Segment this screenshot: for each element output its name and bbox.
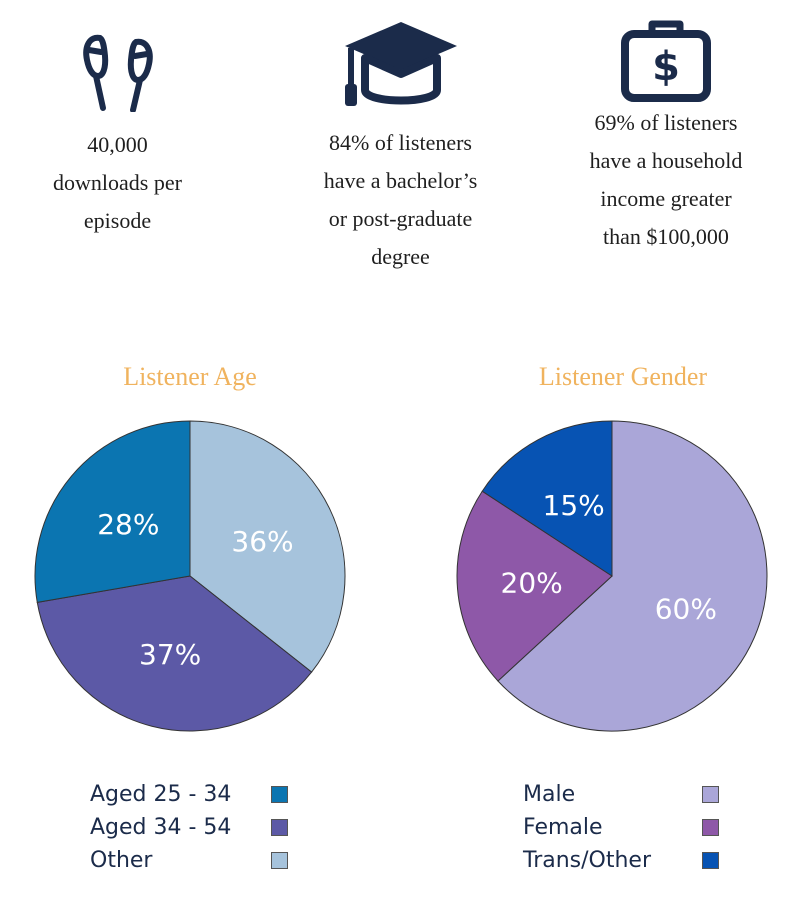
pie-slice-aged-34-54: [36, 575, 313, 732]
legend-label: Female: [523, 815, 603, 840]
stat-education: 84% of listeners have a bachelor’s or po…: [298, 18, 503, 276]
legend-swatch: [702, 786, 719, 803]
legend-label: Other: [90, 848, 153, 873]
legend-item: Male: [523, 778, 733, 811]
pie-slice-other: [189, 420, 346, 673]
stat-downloads: 40,000 downloads per episode: [20, 32, 215, 240]
stat-income-text: 69% of listeners have a household income…: [589, 110, 743, 249]
stat-downloads-text: 40,000 downloads per episode: [53, 132, 182, 233]
slice-value-label: 28%: [97, 508, 159, 541]
pie-slice-male: [497, 420, 768, 732]
age-legend: Aged 25 - 34 Aged 34 - 54 Other: [90, 778, 300, 878]
money-case-icon: $: [621, 20, 711, 102]
pie-slice-trans-other: [481, 420, 613, 577]
legend-swatch: [271, 852, 288, 869]
pie-slice-female: [456, 490, 613, 682]
stat-income: $ 69% of listeners have a household inco…: [566, 18, 766, 256]
chart-title-age: Listener Age: [123, 362, 257, 391]
chart-title-gender: Listener Gender: [538, 362, 708, 391]
svg-text:$: $: [652, 44, 680, 90]
gender-legend: Male Female Trans/Other: [523, 778, 733, 878]
slice-value-label: 60%: [655, 592, 717, 625]
slice-value-label: 37%: [139, 638, 201, 671]
legend-item: Other: [90, 844, 300, 877]
legend-item: Female: [523, 811, 733, 844]
legend-label: Aged 25 - 34: [90, 782, 232, 807]
legend-label: Trans/Other: [523, 848, 652, 873]
slice-value-label: 36%: [231, 525, 293, 558]
stat-education-text: 84% of listeners have a bachelor’s or po…: [323, 130, 478, 269]
slice-value-label: 15%: [543, 489, 605, 522]
legend-swatch: [702, 852, 719, 869]
legend-item: Aged 34 - 54: [90, 811, 300, 844]
legend-item: Aged 25 - 34: [90, 778, 300, 811]
graduation-cap-icon: [344, 22, 457, 106]
legend-label: Aged 34 - 54: [90, 815, 232, 840]
gender-pie-chart: 60% 20% 15%: [456, 420, 768, 732]
legend-swatch: [271, 819, 288, 836]
age-pie-chart: 36% 37% 28%: [34, 420, 346, 732]
earbuds-icon: [82, 34, 153, 112]
legend-swatch: [271, 786, 288, 803]
pie-slice-aged-25-34: [34, 420, 191, 603]
legend-label: Male: [523, 782, 576, 807]
slice-value-label: 20%: [501, 567, 563, 600]
legend-swatch: [702, 819, 719, 836]
legend-item: Trans/Other: [523, 844, 733, 877]
